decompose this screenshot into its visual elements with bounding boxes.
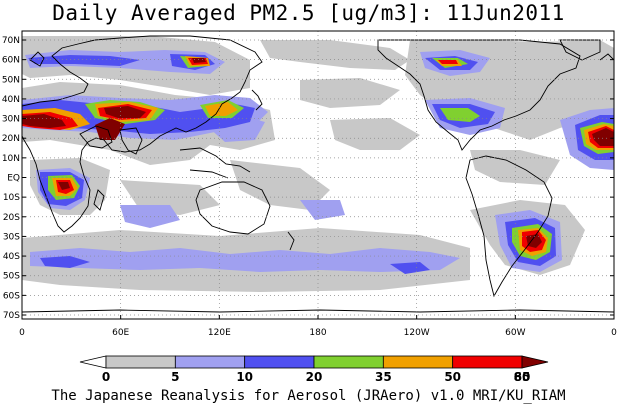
colorbar-segment [79,355,107,369]
colorbar-label: 0 [102,370,110,384]
colorbar-segment [313,355,384,369]
longitude-label: 60E [112,328,129,338]
longitude-label: 120E [208,328,231,338]
colorbar-segment [174,355,246,369]
latitude-label: 20S [3,213,20,223]
colorbar-segment [244,355,315,369]
latitude-label: 30S [3,232,20,242]
footer-credit: The Japanese Reanalysis for Aerosol (JRA… [51,388,566,404]
map-title: Daily Averaged PM2.5 [ug/m3]: 11Jun2011 [52,1,565,25]
longitude-axis: 0 60E 120E 180 120W 60W 0 [19,315,617,338]
latitude-label: 10S [3,193,20,203]
colorbar-segment [105,355,176,369]
latitude-label: 70N [2,36,20,46]
latitude-label: 60S [3,291,20,301]
colorbar-label: 80 [514,370,531,384]
longitude-label: 60W [505,328,525,338]
latitude-label: 50N [2,75,20,85]
latitude-label: 70S [3,311,20,321]
colorbar-label: 10 [236,370,253,384]
colorbar-segment [382,355,454,369]
colorbar-label: 20 [306,370,323,384]
latitude-label: 20N [2,134,20,144]
colorbar-label: 65 [514,370,531,384]
colorbar-segment [452,355,523,369]
longitude-label: 180 [309,328,326,338]
latitude-label: 60N [2,56,20,66]
colorbar-label: 5 [171,370,179,384]
longitude-label: 120W [404,328,430,338]
colorbar-label: 50 [444,370,461,384]
latitude-label: 10N [2,154,20,164]
latitude-label: 40N [2,95,20,105]
latitude-label: 40S [3,252,20,262]
latitude-label: EQ [7,174,20,184]
latitude-axis: 70N 60N 50N 40N 30N 20N 10N EQ 10S 20S 30S 40S 50S 60… [2,36,614,321]
longitude-label: 0 [19,328,25,338]
latitude-label: 50S [3,272,20,282]
longitude-label: 0 [611,328,617,338]
latitude-label: 30N [2,115,20,125]
coastlines [22,35,614,313]
colorbar-label: 35 [375,370,392,384]
colorbar-segment [521,355,549,369]
